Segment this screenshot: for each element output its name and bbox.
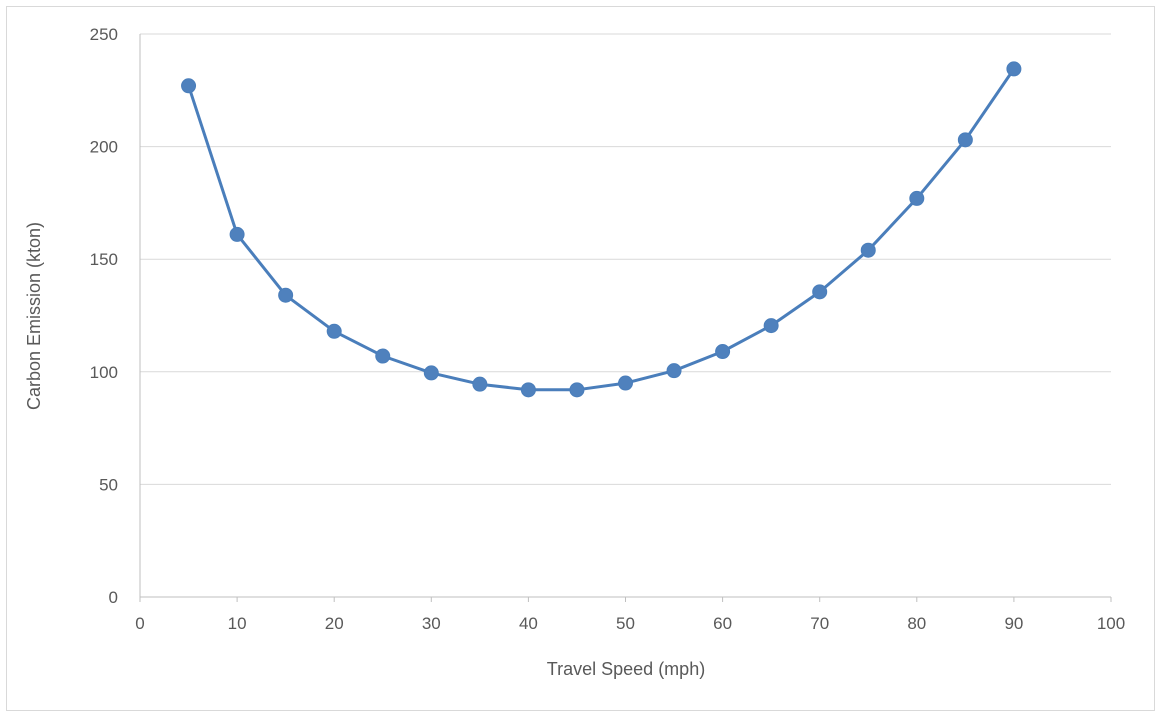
data-point <box>812 284 828 300</box>
x-tick-label: 0 <box>135 614 144 633</box>
axes <box>139 34 1112 602</box>
y-axis-title: Carbon Emission (kton) <box>24 222 44 410</box>
data-point <box>618 375 633 391</box>
data-point <box>181 78 197 94</box>
x-tick-label: 80 <box>907 614 926 633</box>
x-tick-label: 100 <box>1097 614 1125 633</box>
data-point <box>1006 61 1022 77</box>
y-tick-label: 100 <box>90 363 118 382</box>
data-point <box>860 242 876 258</box>
y-tick-label: 50 <box>99 475 118 494</box>
gridlines <box>140 33 1111 485</box>
y-tick-label: 200 <box>90 138 118 157</box>
data-point <box>569 382 585 398</box>
data-point <box>666 363 682 379</box>
data-point <box>278 287 294 303</box>
tick-labels: 0 50 100 150 200 250 0 10 20 30 40 50 60 70 80 90 100 <box>90 25 1126 633</box>
x-tick-label: 20 <box>325 614 344 633</box>
y-tick-label: 250 <box>90 25 118 44</box>
y-tick-label: 150 <box>90 250 118 269</box>
x-axis-title: Travel Speed (mph) <box>547 659 705 679</box>
x-tick-label: 10 <box>228 614 247 633</box>
x-tick-label: 90 <box>1004 614 1023 633</box>
x-tick-label: 30 <box>422 614 441 633</box>
x-tick-label: 40 <box>519 614 538 633</box>
y-tick-label: 0 <box>109 588 118 607</box>
data-point <box>472 376 488 392</box>
series-line <box>187 68 1016 392</box>
data-point <box>715 344 731 360</box>
data-point <box>763 318 779 334</box>
x-tick-label: 70 <box>810 614 829 633</box>
data-point <box>423 365 439 381</box>
data-point <box>326 323 342 339</box>
data-point <box>957 132 973 148</box>
data-point <box>520 382 536 398</box>
series-layer <box>181 61 1022 398</box>
x-tick-label: 60 <box>713 614 732 633</box>
data-point <box>375 348 391 364</box>
chart-frame <box>6 6 1155 711</box>
x-tick-label: 50 <box>616 614 635 633</box>
data-point <box>909 190 925 206</box>
data-point <box>229 226 245 242</box>
